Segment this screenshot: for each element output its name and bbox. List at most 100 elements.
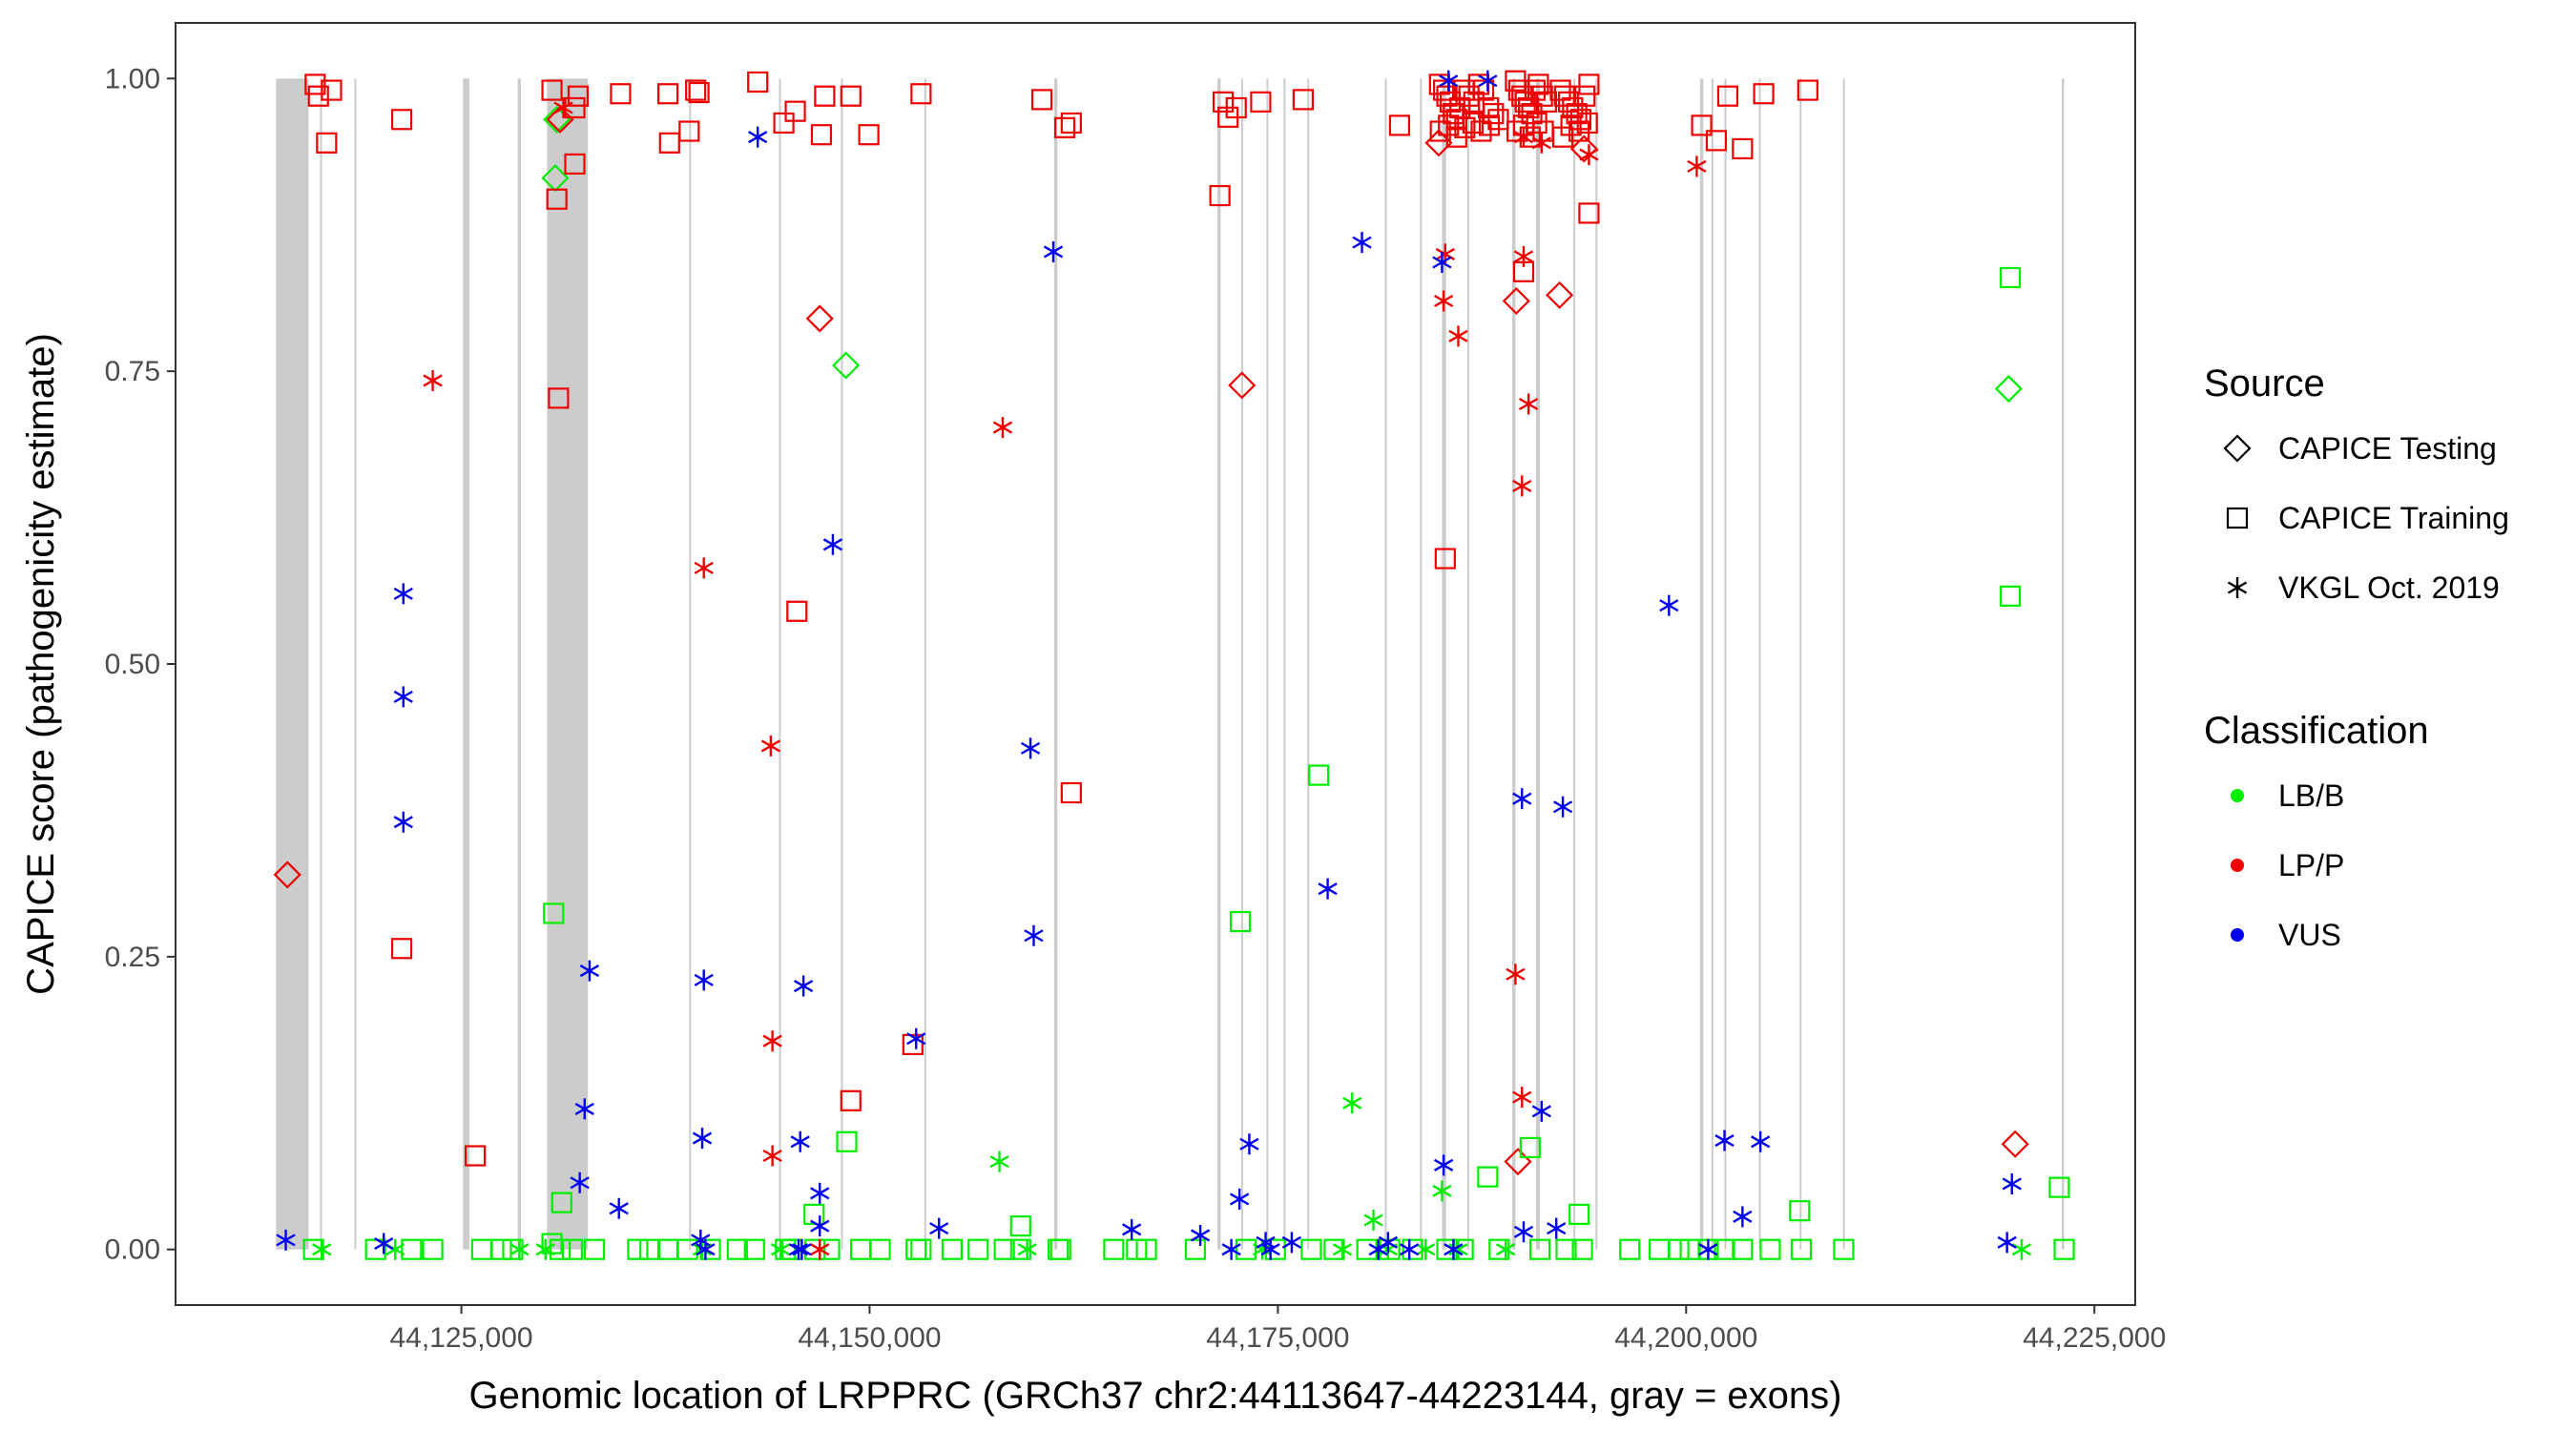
exon-band — [276, 78, 309, 1250]
data-point — [1444, 1238, 1464, 1260]
data-point — [1506, 964, 1526, 985]
data-point — [1308, 764, 1330, 786]
data-point — [1030, 89, 1053, 111]
data-point — [1528, 1238, 1551, 1260]
data-point — [906, 1027, 926, 1049]
exon-band — [1535, 78, 1541, 1250]
exon-band — [1053, 78, 1058, 1250]
exon-band — [1699, 78, 1704, 1250]
data-point — [1368, 1238, 1388, 1260]
y-axis: 0.00 0.25 0.50 0.75 1.00 — [105, 63, 176, 1266]
data-point — [1483, 103, 1505, 125]
data-point — [1502, 286, 1530, 316]
exon-band — [1758, 78, 1761, 1250]
data-point — [905, 1238, 927, 1260]
data-point — [1997, 1232, 2017, 1254]
exon-band — [1595, 78, 1598, 1250]
y-tick-label: 0.00 — [105, 1234, 160, 1266]
data-point — [579, 960, 600, 982]
data-point — [989, 1151, 1009, 1172]
legend-source-key — [2226, 507, 2249, 529]
data-point — [1260, 1238, 1280, 1260]
data-point — [2001, 1130, 2029, 1158]
exon-band — [354, 78, 357, 1250]
data-point — [374, 1233, 394, 1255]
x-tick-label: 44,200,000 — [1614, 1322, 1757, 1354]
x-tick-label: 44,175,000 — [1206, 1322, 1349, 1354]
data-point — [941, 1238, 963, 1260]
exon-band — [1711, 78, 1714, 1250]
data-point — [1190, 1224, 1211, 1246]
data-point — [1448, 1238, 1468, 1260]
data-point — [1488, 1238, 1510, 1260]
data-point — [1043, 240, 1064, 262]
x-tick-label: 44,150,000 — [798, 1322, 941, 1354]
data-point — [792, 1238, 812, 1260]
data-point — [561, 1238, 584, 1260]
data-point — [639, 1238, 661, 1260]
data-point — [1512, 1087, 1532, 1109]
data-point — [1432, 1180, 1452, 1202]
data-point — [390, 109, 413, 131]
data-point — [1535, 91, 1558, 113]
data-point — [929, 1217, 949, 1239]
data-point — [688, 81, 710, 104]
data-point — [832, 351, 861, 380]
data-point — [726, 1238, 748, 1260]
data-point — [393, 583, 413, 605]
data-point — [910, 83, 932, 105]
exon-band — [1283, 78, 1286, 1250]
data-point — [1429, 120, 1451, 142]
data-point — [1318, 878, 1338, 900]
data-point — [1229, 910, 1252, 933]
data-point — [1225, 96, 1247, 119]
data-point — [1470, 120, 1492, 142]
legend-class-key — [2231, 859, 2244, 872]
data-point — [902, 1033, 924, 1056]
data-point — [502, 1238, 524, 1260]
data-point — [546, 188, 568, 210]
data-point — [609, 1197, 629, 1219]
data-point — [810, 1182, 830, 1204]
data-point — [567, 85, 590, 107]
data-point — [1342, 1092, 1362, 1114]
data-point — [1433, 290, 1454, 312]
data-point — [1519, 126, 1541, 148]
exon-band — [1724, 78, 1727, 1250]
data-point — [1547, 1217, 1567, 1239]
data-point — [312, 1238, 332, 1260]
data-point — [1716, 85, 1739, 107]
data-point — [1994, 375, 2023, 404]
data-point — [490, 1238, 512, 1260]
exon-band — [547, 78, 589, 1250]
data-point — [1103, 1238, 1125, 1260]
x-tick-label: 44,225,000 — [2023, 1322, 2166, 1354]
data-point — [678, 120, 700, 142]
legend-class-key — [2231, 789, 2244, 802]
data-point — [696, 1238, 716, 1260]
data-point — [1513, 126, 1534, 148]
data-point — [535, 1238, 555, 1260]
data-point — [390, 938, 413, 960]
legend-class-label: VUS — [2278, 918, 2341, 952]
data-point — [1687, 156, 1707, 177]
data-point — [553, 96, 573, 118]
data-point — [1574, 85, 1596, 107]
data-point — [1512, 788, 1532, 810]
data-point — [836, 1130, 858, 1152]
exon-band — [1842, 78, 1845, 1250]
data-point — [1568, 1203, 1590, 1225]
exon-band — [2061, 78, 2065, 1250]
data-point — [1698, 1238, 1718, 1260]
data-point — [1551, 126, 1574, 148]
data-point — [1436, 85, 1458, 107]
data-point — [1691, 114, 1713, 136]
data-point — [694, 969, 714, 991]
data-point — [692, 1238, 713, 1260]
exon-band — [1266, 78, 1269, 1250]
data-point — [747, 71, 769, 93]
data-point — [1999, 585, 2022, 607]
data-point — [790, 1130, 810, 1152]
data-point — [1378, 1232, 1399, 1254]
data-point — [1332, 1238, 1353, 1260]
